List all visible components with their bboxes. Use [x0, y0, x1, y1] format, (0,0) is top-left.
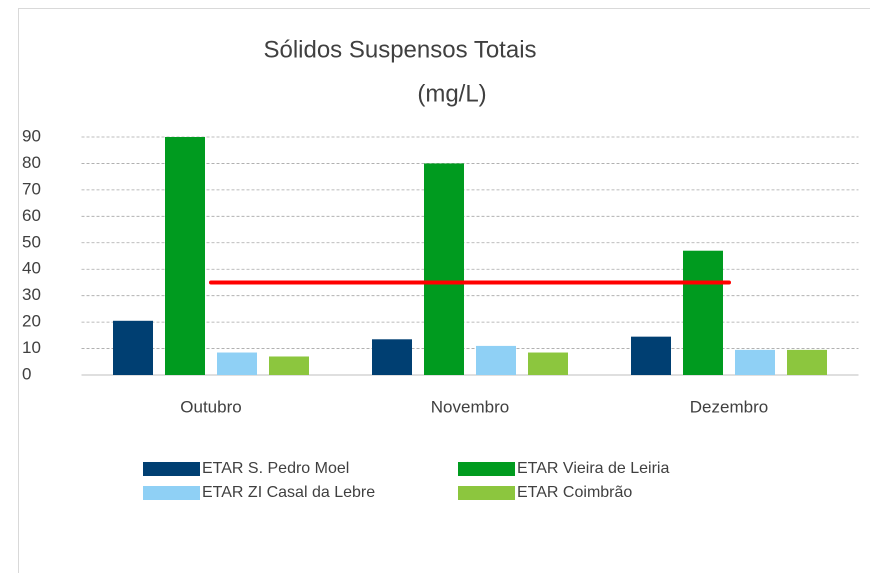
legend-swatch: [458, 462, 515, 476]
chart-title: Sólidos Suspensos Totais: [263, 36, 536, 63]
y-tick-label: 30: [22, 285, 41, 304]
bar: [787, 349, 827, 375]
y-tick-label: 0: [22, 364, 31, 383]
x-tick-label: Dezembro: [690, 397, 768, 416]
y-tick-label: 50: [22, 232, 41, 251]
bar: [631, 336, 671, 375]
legend-swatch: [458, 486, 515, 500]
legend-label: ETAR S. Pedro Moel: [202, 460, 349, 477]
y-tick-label: 80: [22, 153, 41, 172]
bar: [424, 163, 464, 375]
bar: [113, 320, 153, 375]
bar: [735, 349, 775, 375]
bar: [372, 339, 412, 375]
x-tick-label: Novembro: [431, 397, 509, 416]
bar: [476, 345, 516, 375]
bar: [165, 137, 205, 375]
y-tick-label: 70: [22, 179, 41, 198]
legend-label: ETAR ZI Casal da Lebre: [202, 484, 375, 501]
chart-border: [18, 8, 870, 573]
bar: [683, 250, 723, 375]
bar: [269, 356, 309, 375]
legend-label: ETAR Vieira de Leiria: [517, 460, 669, 477]
y-tick-label: 60: [22, 206, 41, 225]
legend-swatch: [143, 462, 200, 476]
chart-subtitle: (mg/L): [417, 80, 486, 107]
y-tick-label: 90: [22, 126, 41, 145]
y-tick-label: 20: [22, 312, 41, 331]
x-tick-label: Outubro: [180, 397, 241, 416]
bar: [528, 352, 568, 375]
y-tick-label: 10: [22, 338, 41, 357]
legend-label: ETAR Coimbrão: [517, 484, 632, 501]
legend-swatch: [143, 486, 200, 500]
y-tick-label: 40: [22, 259, 41, 278]
bar: [217, 352, 257, 375]
